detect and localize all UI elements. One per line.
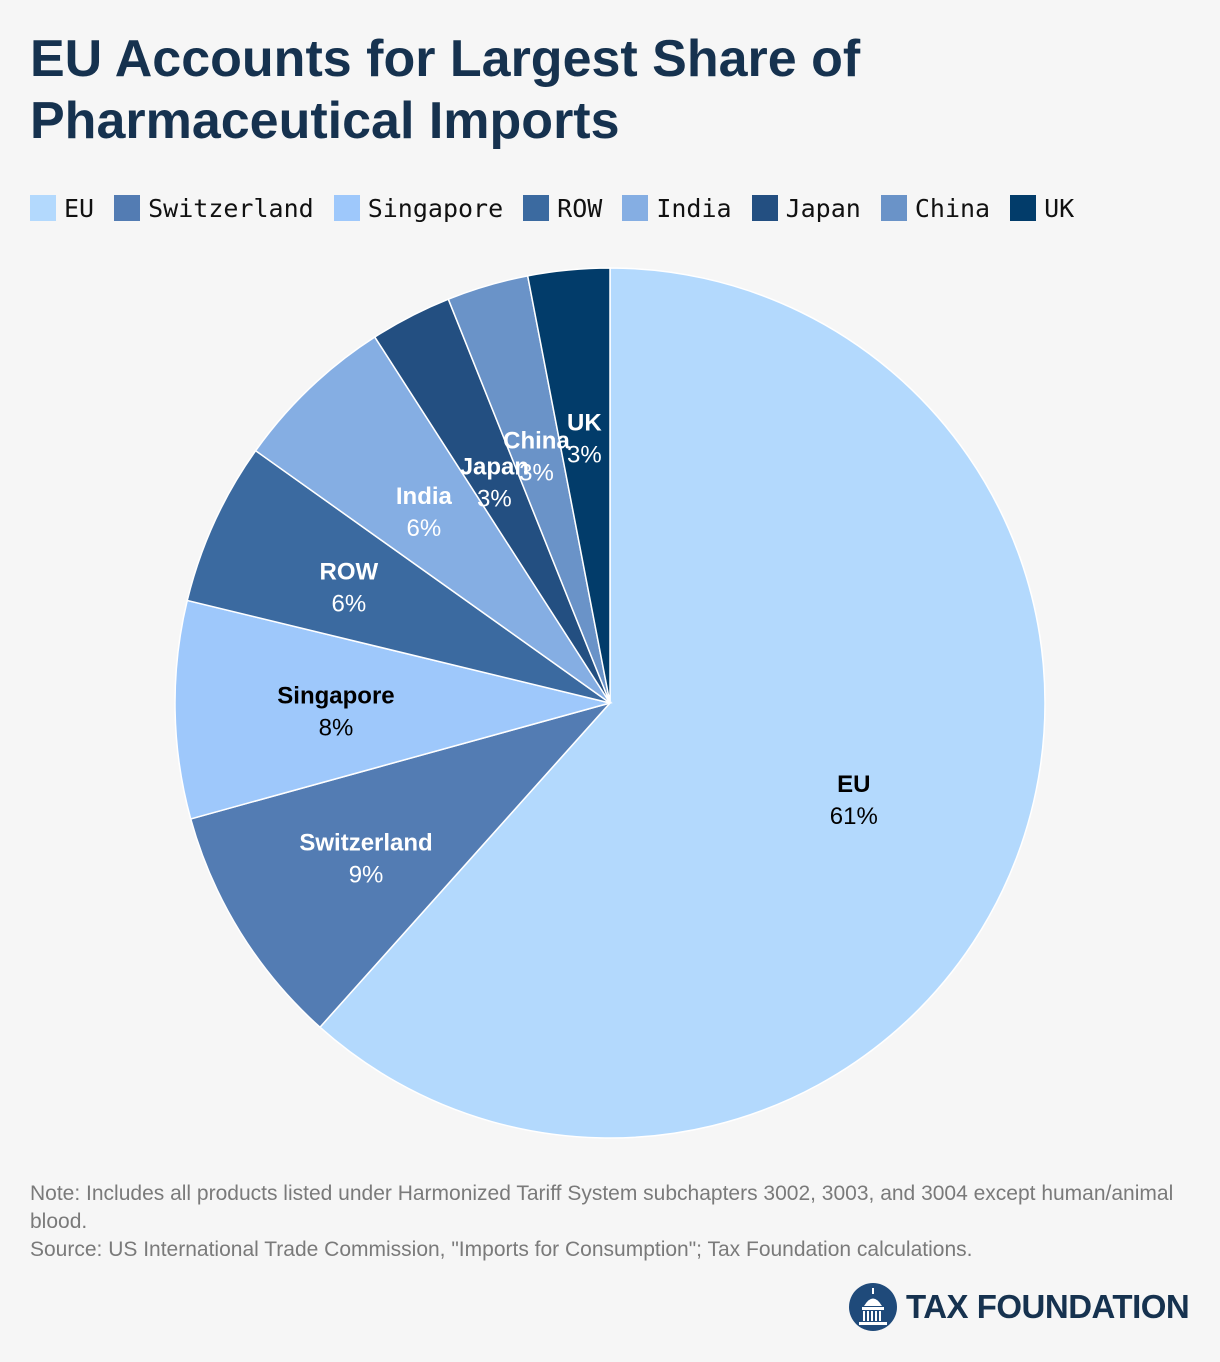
footnote: Note: Includes all products listed under…	[30, 1180, 1195, 1264]
slice-label-china: China	[503, 428, 570, 455]
slice-label-eu: EU	[837, 771, 870, 798]
pie-slice-row[interactable]	[186, 449, 611, 704]
slice-value-india: 6%	[407, 515, 442, 542]
logo-text: TAX FOUNDATION	[906, 1288, 1190, 1325]
legend-label: Japan	[785, 193, 861, 223]
capitol-dome-icon	[849, 1283, 897, 1331]
slice-label-india: India	[396, 483, 453, 510]
slice-value-eu: 61%	[830, 803, 878, 830]
pie-slice-eu[interactable]	[318, 267, 1046, 1139]
legend-swatch	[523, 195, 550, 221]
slice-label-singapore: Singapore	[277, 682, 394, 709]
chart-legend: EU Switzerland Singapore ROW India Japan China…	[30, 190, 1094, 226]
pie-slice-singapore[interactable]	[174, 599, 613, 820]
slice-value-china: 3%	[519, 460, 554, 487]
chart-title: EU Accounts for Largest Share of Pharmac…	[30, 30, 861, 150]
slice-value-row: 6%	[332, 591, 367, 618]
legend-swatch	[114, 195, 141, 221]
tax-foundation-logo[interactable]: TAX FOUNDATION	[848, 1282, 1190, 1332]
legend-swatch	[333, 195, 360, 221]
legend-swatch	[880, 195, 907, 221]
slice-label-switzerland: Switzerland	[299, 829, 432, 856]
legend-item-india: India	[622, 193, 732, 223]
legend-label: ROW	[557, 193, 603, 223]
legend-swatch	[30, 195, 56, 221]
legend-swatch	[1010, 195, 1037, 221]
legend-item-row: ROW	[523, 194, 602, 223]
slice-label-japan: Japan	[460, 454, 529, 481]
note-text: Note: Includes all products listed under…	[30, 1182, 1174, 1233]
source-text: Source: US International Trade Commissio…	[30, 1238, 973, 1261]
slice-label-row: ROW	[320, 559, 379, 586]
slice-value-japan: 3%	[477, 486, 512, 513]
legend-label: India	[656, 193, 732, 223]
pie-slice-india[interactable]	[254, 336, 611, 704]
legend-swatch	[622, 195, 649, 221]
legend-item-switzerland: Switzerland	[114, 194, 314, 223]
legend-item-singapore: Singapore	[333, 193, 504, 223]
slice-value-singapore: 8%	[319, 714, 354, 741]
legend-item-eu: EU	[30, 194, 94, 223]
pie-slice-uk[interactable]	[526, 267, 611, 704]
legend-label: Switzerland	[148, 193, 314, 223]
slice-label-uk: UK	[567, 410, 602, 437]
legend-label: Singapore	[367, 193, 504, 223]
legend-item-japan: Japan	[751, 193, 861, 223]
legend-label: UK	[1044, 193, 1075, 223]
pie-slice-switzerland[interactable]	[189, 701, 613, 1029]
legend-item-china: China	[880, 193, 991, 223]
slice-value-uk: 3%	[567, 442, 602, 469]
legend-swatch	[751, 195, 778, 221]
slice-value-switzerland: 9%	[349, 861, 384, 888]
legend-label: China	[914, 193, 991, 223]
legend-item-uk: UK	[1010, 194, 1074, 223]
legend-label: EU	[64, 193, 95, 223]
